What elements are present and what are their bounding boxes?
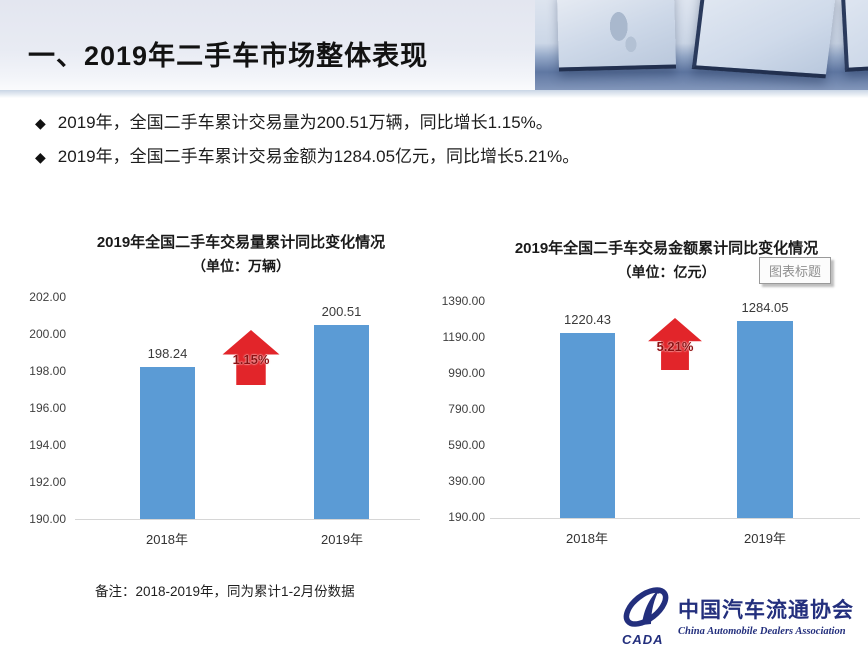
cada-logo: CADA 中国汽车流通协会 China Automobile Dealers A…	[620, 583, 868, 647]
y-axis-tick: 194.00	[29, 438, 66, 452]
decorative-cube-icon	[691, 0, 837, 79]
decorative-cube-icon	[556, 0, 677, 72]
growth-arrow: 1.15%	[222, 330, 280, 385]
footnote: 备注：2018-2019年，同为累计1-2月份数据	[95, 584, 355, 599]
header-photo	[535, 0, 868, 90]
header-band: 一、2019年二手车市场整体表现	[0, 0, 868, 90]
diamond-bullet-icon: ◆	[35, 115, 46, 131]
up-arrow-icon	[648, 318, 702, 370]
diamond-bullet-icon: ◆	[35, 149, 46, 165]
chart-title-tooltip: 图表标题	[759, 257, 832, 284]
bar-value-label: 200.51	[321, 303, 362, 319]
y-axis-tick: 190.00	[29, 512, 66, 526]
bar-2019	[737, 321, 793, 518]
x-axis-label: 2018年	[566, 531, 608, 546]
chart-subtitle: （单位：亿元）	[617, 264, 716, 280]
bar-value-label: 1220.43	[564, 311, 611, 327]
header-divider	[0, 90, 868, 98]
amount-chart: 2019年全国二手车交易金额累计同比变化情况 （单位：亿元） 1390.00 1…	[435, 232, 868, 562]
bullet-item: ◆ 2019年，全国二手车累计交易量为200.51万辆，同比增长1.15%。	[35, 112, 553, 134]
logo-name-cn: 中国汽车流通协会	[678, 596, 854, 622]
y-axis-tick: 200.00	[29, 327, 66, 341]
logo-name-en: China Automobile Dealers Association	[678, 625, 846, 637]
y-axis-tick: 1190.00	[442, 330, 486, 344]
growth-arrow: 5.21%	[647, 318, 703, 370]
bullet-text: 2019年，全国二手车累计交易金额为1284.05亿元，同比增长5.21%。	[57, 147, 580, 166]
bullet-text: 2019年，全国二手车累计交易量为200.51万辆，同比增长1.15%。	[57, 113, 553, 132]
chart-subtitle: （单位：万辆）	[192, 258, 290, 274]
svg-text:CADA: CADA	[622, 632, 664, 647]
chart-title: 2019年全国二手车交易量累计同比变化情况	[96, 234, 386, 251]
y-axis-tick: 790.00	[448, 402, 485, 416]
bar-2018	[140, 366, 195, 519]
y-axis-tick: 390.00	[448, 474, 485, 488]
y-axis-tick: 990.00	[448, 366, 485, 380]
bar-value-label: 1284.05	[741, 300, 789, 316]
x-axis-label: 2018年	[146, 532, 188, 547]
bar-2018	[560, 332, 615, 518]
volume-chart: 2019年全国二手车交易量累计同比变化情况 （单位：万辆） 202.00 200…	[20, 226, 432, 561]
x-axis-label: 2019年	[744, 531, 786, 546]
y-axis-tick: 196.00	[29, 401, 66, 415]
plot-area: 198.24 200.51 1.15%	[75, 297, 420, 520]
chart-title: 2019年全国二手车交易金额累计同比变化情况	[514, 240, 819, 257]
bar-2019	[314, 324, 369, 519]
logo-texts: 中国汽车流通协会 China Automobile Dealers Associ…	[678, 594, 854, 637]
page-title: 一、2019年二手车市场整体表现	[28, 41, 429, 71]
up-arrow-icon	[222, 330, 280, 385]
y-axis-tick: 198.00	[29, 364, 66, 378]
bar-value-label: 198.24	[147, 345, 188, 361]
decorative-cube-icon	[841, 0, 868, 72]
x-axis-label: 2019年	[321, 532, 363, 547]
y-axis-tick: 192.00	[29, 475, 66, 489]
y-axis-tick: 190.00	[448, 510, 485, 524]
y-axis-tick: 590.00	[448, 438, 485, 452]
y-axis-tick: 1390.00	[441, 294, 485, 308]
growth-rate-label: 5.21%	[656, 338, 694, 354]
plot-area: 1220.43 1284.05 5.21%	[490, 300, 860, 519]
growth-rate-label: 1.15%	[232, 352, 270, 367]
y-axis-tick: 202.00	[29, 290, 66, 304]
cada-swoosh-icon: CADA	[622, 587, 669, 647]
bullet-item: ◆ 2019年，全国二手车累计交易金额为1284.05亿元，同比增长5.21%。	[35, 146, 579, 168]
